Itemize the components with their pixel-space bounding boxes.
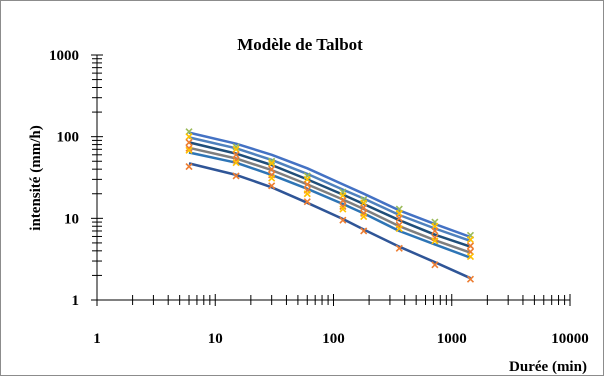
data-point-stroke	[339, 216, 347, 224]
data-point-stroke	[360, 204, 368, 212]
data-point-stroke	[431, 261, 439, 269]
data-point	[466, 242, 475, 250]
data-point	[339, 205, 347, 213]
data-point-stroke	[360, 213, 368, 221]
data-point	[268, 157, 276, 165]
data-point	[185, 163, 193, 171]
data-point-stroke	[232, 143, 240, 151]
data-point	[360, 204, 368, 212]
data-point-stroke	[185, 163, 193, 171]
data-point-stroke	[232, 159, 240, 167]
data-point	[466, 275, 475, 283]
y-tick-label: 1000	[49, 48, 79, 64]
data-point	[303, 198, 311, 206]
data-point-stroke	[303, 190, 311, 198]
data-point-stroke	[268, 157, 276, 165]
fitted-curve	[188, 131, 471, 239]
data-point-stroke	[431, 227, 439, 235]
y-axis-title: intensité (mm/h)	[28, 125, 44, 230]
y-tick-label: 100	[57, 130, 80, 146]
data-point-stroke	[185, 146, 193, 154]
chart-title: Modèle de Talbot	[237, 35, 363, 54]
data-point	[268, 159, 276, 168]
data-point	[185, 138, 193, 146]
data-point-stroke	[185, 138, 193, 146]
x-tick-label: 1	[93, 331, 101, 347]
data-point	[431, 261, 439, 269]
data-point-stroke	[466, 275, 475, 283]
data-point	[466, 253, 475, 261]
data-point	[185, 144, 193, 152]
x-tick-label: 10	[208, 331, 223, 347]
data-point	[185, 146, 193, 154]
data-point-stroke	[395, 214, 403, 222]
data-point	[232, 143, 240, 151]
data-point-stroke	[303, 198, 311, 206]
data-point-stroke	[395, 224, 403, 233]
data-point	[339, 197, 347, 205]
fitted-curves	[188, 131, 472, 280]
y-tick-label: 1	[72, 293, 80, 309]
data-point	[360, 227, 368, 235]
data-point-stroke	[360, 227, 368, 235]
data-point	[268, 174, 276, 182]
data-point	[466, 235, 475, 244]
x-axis-title: Durée (min)	[509, 359, 587, 375]
y-tick-label: 10	[64, 211, 79, 227]
data-point	[232, 172, 240, 180]
data-point	[395, 244, 403, 252]
data-point	[339, 216, 347, 224]
x-tick-label: 10000	[551, 331, 589, 347]
data-point	[303, 190, 311, 198]
data-point	[268, 182, 276, 190]
data-point	[232, 159, 240, 167]
data-point	[431, 237, 439, 245]
fitted-curve	[188, 146, 471, 254]
data-point-stroke	[339, 202, 347, 210]
data-point-stroke	[303, 180, 311, 189]
data-point-stroke	[466, 253, 475, 261]
data-point	[339, 202, 347, 210]
fitted-curve	[188, 136, 471, 243]
data-point	[395, 224, 403, 233]
data-point-stroke	[431, 237, 439, 245]
data-point	[431, 227, 439, 235]
data-point-stroke	[232, 145, 240, 153]
axes: 1 10 100 1000 10000 1 10 100 1000	[49, 48, 589, 347]
data-point	[232, 156, 240, 164]
data-point-stroke	[185, 133, 193, 141]
fitted-curve	[188, 151, 471, 259]
data-point	[232, 145, 240, 153]
data-point-stroke	[466, 235, 475, 244]
data-point-stroke	[268, 165, 276, 173]
data-point-stroke	[466, 242, 475, 250]
data-point-stroke	[185, 144, 193, 152]
data-point	[360, 213, 368, 221]
data-point-stroke	[395, 244, 403, 252]
data-point	[303, 180, 311, 189]
data-point-stroke	[339, 205, 347, 213]
data-point-stroke	[232, 156, 240, 164]
data-point-stroke	[232, 172, 240, 180]
data-point-stroke	[268, 159, 276, 168]
x-tick-label: 1000	[437, 331, 467, 347]
data-point	[268, 165, 276, 173]
data-point-stroke	[339, 197, 347, 205]
data-point-stroke	[268, 174, 276, 182]
data-point	[185, 133, 193, 141]
x-tick-label: 100	[322, 331, 345, 347]
data-point-stroke	[268, 182, 276, 190]
data-point	[395, 214, 403, 222]
observed-markers	[185, 128, 475, 283]
